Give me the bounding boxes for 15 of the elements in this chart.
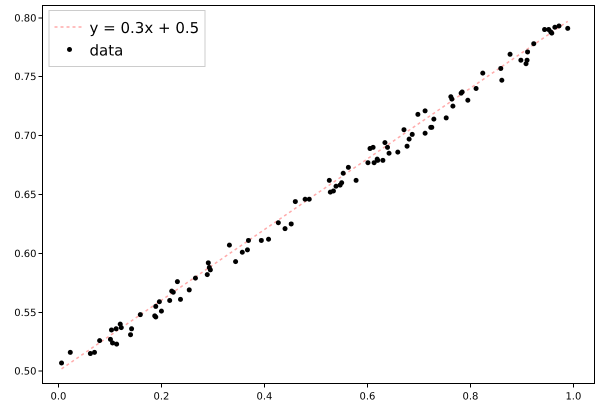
x-tick-label: 0.8 [462,392,478,402]
y-tick-label: 0.80 [14,13,36,24]
y-tick-label: 0.60 [14,248,36,260]
y-tick-label: 0.70 [14,131,36,142]
legend-label: y = 0.3x + 0.5 [90,18,200,37]
y-tick-label: 0.55 [14,308,36,319]
y-tick-label: 0.65 [14,190,36,201]
x-tick-label: 0.6 [359,392,376,402]
x-tick-label: 0.2 [153,392,170,402]
legend-label: data [90,41,124,60]
y-tick-label: 0.50 [14,366,36,378]
y-tick-label: 0.75 [14,72,36,84]
x-tick-label: 0.0 [50,392,66,402]
x-tick-label: 0.4 [256,392,272,402]
x-tick-label: 1.0 [565,392,582,402]
